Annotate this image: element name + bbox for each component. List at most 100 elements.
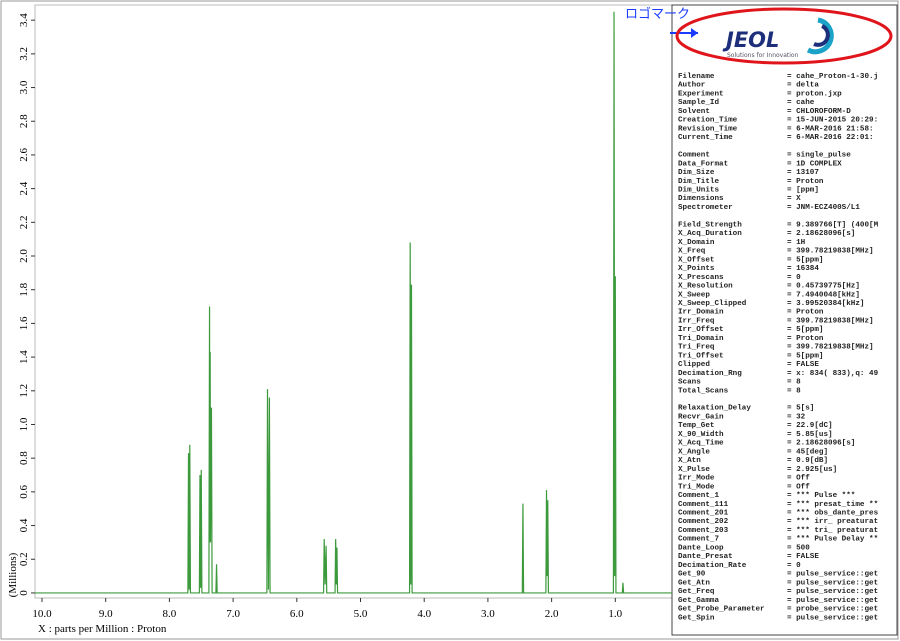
- parameter-name: Field_Strength: [678, 221, 742, 229]
- parameter-value: = 6-MAR-2016 21:58:: [787, 125, 874, 133]
- parameter-name: Author: [678, 82, 706, 90]
- parameter-value: = 8: [787, 387, 801, 395]
- y-tick-label: 0: [18, 590, 30, 596]
- parameter-value: = 5[ppm]: [787, 326, 823, 334]
- parameter-name: Temp_Get: [678, 422, 714, 430]
- parameter-name: X_Freq: [678, 248, 706, 256]
- x-tick-label: 9.0: [99, 608, 113, 620]
- parameter-name: Dimensions: [678, 195, 724, 203]
- parameter-name: Irr_Offset: [678, 326, 724, 334]
- x-tick-label: 5.0: [354, 608, 368, 620]
- x-tick-label: 6.0: [290, 608, 304, 620]
- x-tick-label: 2.0: [545, 608, 559, 620]
- parameter-name: X_Resolution: [678, 283, 733, 291]
- x-tick-label: 10.0: [32, 608, 52, 620]
- y-tick-label: 2.0: [18, 249, 30, 263]
- parameter-name: X_Sweep_Clipped: [678, 300, 747, 308]
- parameter-value: = Off: [787, 475, 810, 483]
- parameter-value: = 1D COMPLEX: [787, 160, 842, 168]
- parameter-name: Get_Freq: [678, 588, 715, 596]
- parameter-name: Filename: [678, 73, 715, 81]
- parameter-value: = *** obs_dante_pres: [787, 510, 879, 518]
- parameter-name: Recvr_Gain: [678, 413, 724, 421]
- parameter-name: X_Offset: [678, 256, 714, 264]
- parameter-value: = 45[deg]: [787, 448, 828, 456]
- y-tick-label: 2.6: [18, 148, 30, 162]
- parameter-value: = 16384: [787, 265, 819, 273]
- parameter-name: X_Domain: [678, 239, 715, 247]
- parameter-value: = 500: [787, 544, 810, 552]
- parameter-value: = 32: [787, 413, 806, 421]
- parameter-name: Tri_Freq: [678, 344, 715, 352]
- parameter-name: Spectrometer: [678, 204, 733, 212]
- parameter-value: = 22.9[dC]: [787, 422, 833, 430]
- logo-highlight: [675, 7, 893, 65]
- parameter-name: Creation_Time: [678, 117, 738, 125]
- parameter-value: = X: [787, 195, 801, 203]
- parameter-value: = cahe_Proton-1-30.j: [787, 73, 878, 81]
- parameter-name: Irr_Domain: [678, 309, 724, 317]
- x-tick-label: 8.0: [163, 608, 177, 620]
- plot-frame: [34, 4, 673, 599]
- parameter-value: = delta: [787, 82, 819, 90]
- parameter-value: = proton.jxp: [787, 90, 842, 98]
- logo-brand: JEOL: [722, 28, 779, 52]
- parameter-name: Comment_203: [678, 527, 729, 535]
- y-tick-label: 3.4: [18, 13, 30, 27]
- parameter-name: Comment_1: [678, 492, 719, 500]
- parameter-value: = *** presat_time **: [787, 501, 878, 509]
- parameter-name: Get_Probe_Parameter: [678, 606, 765, 614]
- y-tick-label: 0.8: [18, 451, 30, 465]
- parameter-value: = pulse_service::get: [787, 597, 878, 605]
- parameter-value: = pulse_service::get: [787, 571, 878, 579]
- parameter-value: = 7.4940048[kHz]: [787, 291, 860, 299]
- parameter-name: X_90_Width: [678, 431, 724, 439]
- parameter-name: Dante_Loop: [678, 544, 724, 552]
- parameter-value: = 6-MAR-2016 22:01:: [787, 134, 874, 142]
- y-tick-label: 1.8: [18, 282, 30, 296]
- parameter-name: Decimation_Rng: [678, 370, 742, 378]
- parameter-value: = pulse_service::get: [787, 588, 878, 596]
- parameter-name: Experiment: [678, 90, 724, 98]
- parameter-value: = 1H: [787, 239, 806, 247]
- parameter-panel: [671, 4, 898, 636]
- parameter-value: = 0: [787, 562, 801, 570]
- parameter-value: = pulse_service::get: [787, 614, 878, 622]
- parameter-value: = 0: [787, 274, 801, 282]
- parameter-name: Dim_Size: [678, 169, 715, 177]
- parameter-name: Current_Time: [678, 134, 733, 142]
- parameter-name: X_Angle: [678, 448, 710, 456]
- y-tick-label: 2.4: [18, 181, 30, 195]
- parameter-value: = *** Pulse Delay **: [787, 536, 878, 544]
- parameter-value: = 5[s]: [787, 405, 814, 413]
- y-tick-label: 1.4: [18, 350, 30, 364]
- parameter-name: Tri_Domain: [678, 335, 724, 343]
- parameter-value: = 399.78219838[MHz]: [787, 248, 874, 256]
- parameter-name: Decimation_Rate: [678, 562, 747, 570]
- parameter-value: = *** Pulse ***: [787, 492, 855, 500]
- parameter-value: = single_pulse: [787, 152, 851, 160]
- parameter-value: = CHLOROFORM-D: [787, 108, 851, 116]
- parameter-name: Clipped: [678, 361, 710, 369]
- parameter-name: Tri_Offset: [678, 352, 724, 360]
- parameter-name: X_Acq_Time: [678, 440, 724, 448]
- logo-icon-inner: [813, 24, 830, 47]
- x-axis-label: X : parts per Million : Proton: [38, 623, 167, 635]
- parameter-value: = [ppm]: [787, 186, 819, 194]
- parameter-value: = *** tri_ preaturat: [787, 527, 878, 535]
- y-tick-label: 1.0: [18, 417, 30, 431]
- parameter-name: Comment_202: [678, 518, 729, 526]
- y-tick-label: 2.2: [18, 215, 30, 229]
- spectrum-line: [35, 11, 672, 594]
- parameter-name: Dim_Title: [678, 178, 719, 186]
- parameter-name: X_Atn: [678, 457, 701, 465]
- parameter-value: = cahe: [787, 99, 815, 107]
- parameter-value: = 15-JUN-2015 20:29:: [787, 117, 878, 125]
- parameter-value: = 0.45739775[Hz]: [787, 283, 860, 291]
- parameter-name: X_Points: [678, 265, 715, 273]
- x-tick-label: 1.0: [608, 608, 622, 620]
- logo-annotation: ロゴマーク: [625, 6, 690, 22]
- parameter-value: = 399.78219838[MHz]: [787, 344, 874, 352]
- x-tick-label: 4.0: [417, 608, 431, 620]
